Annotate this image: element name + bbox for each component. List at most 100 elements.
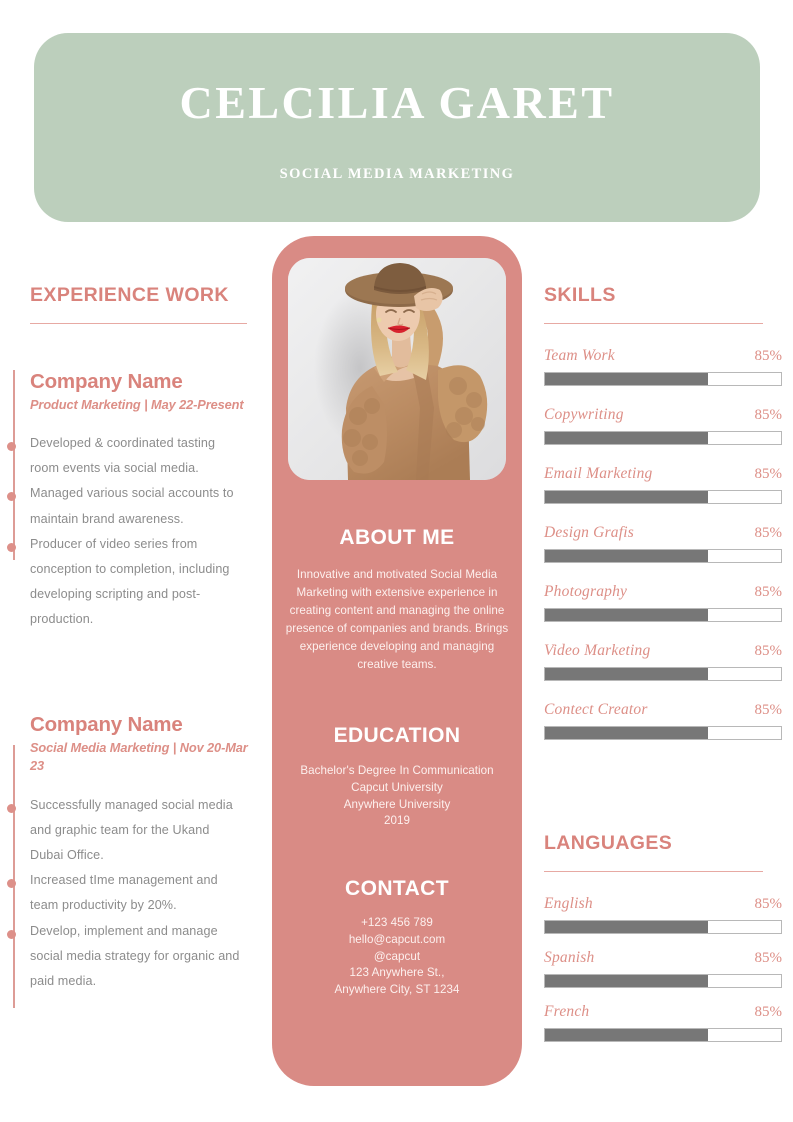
skill-label: Contect Creator [544, 701, 648, 718]
job-bullet: Developed & coordinated tasting room eve… [6, 431, 245, 481]
language-track [544, 920, 782, 934]
skill-fill [545, 609, 708, 621]
language-value: 85% [754, 896, 783, 912]
experience-heading: EXPERIENCE WORK [30, 284, 229, 306]
language-track [544, 1028, 782, 1042]
language-track [544, 974, 782, 988]
skill-value: 85% [754, 466, 783, 482]
skill-value: 85% [754, 702, 783, 718]
job-bullet-text: Develop, implement and manage social med… [30, 923, 240, 988]
contact-address-line-2: Anywhere City, ST 1234 [334, 983, 460, 997]
skill-track [544, 726, 782, 740]
experience-divider [30, 323, 247, 324]
language-meter: French 85% [535, 1003, 793, 1042]
skill-label: Design Grafis [544, 524, 635, 541]
language-label: French [544, 1003, 590, 1020]
job-bullet: Increased tIme management and team produ… [6, 868, 245, 918]
skill-track [544, 431, 782, 445]
skill-label: Photography [544, 583, 628, 600]
timeline-line [13, 745, 15, 1008]
skill-fill [545, 668, 708, 680]
header-banner: CELCILIA GARET SOCIAL MEDIA MARKETING [34, 33, 760, 222]
skill-label: Copywriting [544, 406, 624, 423]
skill-label: Team Work [544, 347, 615, 364]
skill-meter: Design Grafis 85% [535, 524, 793, 563]
language-value: 85% [754, 1004, 783, 1020]
contact-email: hello@capcut.com [348, 932, 446, 946]
job-bullet-list: Developed & coordinated tasting room eve… [0, 431, 262, 633]
page-title: CELCILIA GARET [179, 77, 615, 128]
experience-column: EXPERIENCE WORK Company Name Product Mar… [0, 275, 262, 1055]
languages-divider [544, 871, 763, 872]
job-bullet: Develop, implement and manage social med… [6, 919, 245, 995]
skill-value: 85% [754, 584, 783, 600]
skill-track [544, 608, 782, 622]
contact-address-line-1: 123 Anywhere St., [349, 966, 445, 980]
job-bullet-text: Producer of video series from conception… [30, 536, 230, 627]
skill-fill [545, 432, 708, 444]
language-meter: Spanish 85% [535, 949, 793, 988]
header-subtitle: SOCIAL MEDIA MARKETING [279, 166, 515, 182]
job-bullet: Successfully managed social media and gr… [6, 793, 245, 869]
education-line: Anywhere University [343, 797, 451, 811]
skill-value: 85% [754, 407, 783, 423]
experience-entry: Company Name Social Media Marketing | No… [0, 713, 262, 994]
skill-track [544, 549, 782, 563]
timeline-line [13, 370, 15, 560]
skill-track [544, 372, 782, 386]
skill-fill [545, 550, 708, 562]
job-bullet: Producer of video series from conception… [6, 532, 245, 633]
job-bullet-text: Increased tIme management and team produ… [30, 873, 218, 913]
language-value: 85% [754, 950, 783, 966]
skill-label: Video Marketing [544, 642, 651, 659]
skill-fill [545, 491, 708, 503]
education-line: Capcut University [351, 780, 443, 794]
contact-details: +123 456 789 hello@capcut.com @capcut 12… [272, 915, 522, 999]
skill-meter: Video Marketing 85% [535, 642, 793, 681]
avatar [288, 258, 506, 480]
job-bullet: Managed various social accounts to maint… [6, 481, 245, 531]
bullet-dot-icon [6, 542, 16, 552]
bullet-dot-icon [6, 879, 16, 889]
languages-heading: LANGUAGES [544, 832, 673, 854]
skills-list: Team Work 85% Copywriting 85% Email Mark… [535, 347, 793, 760]
about-me-heading: ABOUT ME [339, 526, 455, 549]
skills-divider [544, 323, 763, 324]
education-line: Bachelor's Degree In Communication [300, 764, 494, 777]
bullet-dot-icon [6, 803, 16, 813]
contact-phone: +123 456 789 [361, 916, 433, 929]
skill-value: 85% [754, 525, 783, 541]
language-fill [545, 1029, 708, 1041]
skill-meter: Photography 85% [535, 583, 793, 622]
skill-fill [545, 727, 708, 739]
bullet-dot-icon [6, 442, 16, 452]
skill-fill [545, 373, 708, 385]
job-role: Social Media Marketing | Nov 20-Mar 23 [30, 739, 248, 774]
contact-handle: @capcut [373, 949, 421, 963]
skills-heading: SKILLS [544, 284, 616, 306]
job-bullet-list: Successfully managed social media and gr… [0, 793, 262, 995]
language-fill [545, 975, 708, 987]
skill-value: 85% [754, 348, 783, 364]
skill-value: 85% [754, 643, 783, 659]
language-label: English [544, 895, 593, 912]
bullet-dot-icon [6, 929, 16, 939]
experience-entry: Company Name Product Marketing | May 22-… [0, 370, 262, 633]
language-meter: English 85% [535, 895, 793, 934]
skill-label: Email Marketing [544, 465, 653, 482]
contact-heading: CONTACT [345, 877, 449, 900]
job-role: Product Marketing | May 22-Present [30, 396, 244, 412]
language-fill [545, 921, 708, 933]
skill-track [544, 490, 782, 504]
bullet-dot-icon [6, 492, 16, 502]
job-bullet-text: Managed various social accounts to maint… [30, 486, 234, 526]
profile-card: ABOUT ME Innovative and motivated Social… [272, 236, 522, 1086]
education-heading: EDUCATION [333, 724, 461, 747]
job-bullet-text: Developed & coordinated tasting room eve… [30, 436, 216, 476]
company-name: Company Name [30, 713, 183, 736]
skill-meter: Copywriting 85% [535, 406, 793, 445]
skill-meter: Contect Creator 85% [535, 701, 793, 740]
language-label: Spanish [544, 949, 595, 966]
about-me-text: Innovative and motivated Social Media Ma… [285, 568, 509, 671]
education-line: 2019 [384, 814, 410, 828]
